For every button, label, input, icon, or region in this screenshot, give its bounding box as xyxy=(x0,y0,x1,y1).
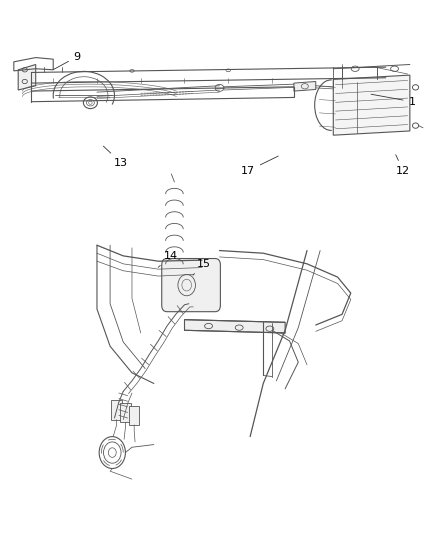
Text: 9: 9 xyxy=(53,52,81,69)
Text: 15: 15 xyxy=(193,259,211,275)
Polygon shape xyxy=(111,400,122,419)
FancyBboxPatch shape xyxy=(161,259,220,312)
Text: 17: 17 xyxy=(240,156,278,176)
Text: 12: 12 xyxy=(395,155,410,176)
Polygon shape xyxy=(18,64,35,90)
Polygon shape xyxy=(293,82,315,91)
Text: 14: 14 xyxy=(158,251,178,268)
Polygon shape xyxy=(184,320,285,333)
Polygon shape xyxy=(332,75,409,135)
Text: 13: 13 xyxy=(103,146,128,168)
Polygon shape xyxy=(120,403,131,422)
Polygon shape xyxy=(129,406,139,425)
Text: 1: 1 xyxy=(370,94,415,107)
